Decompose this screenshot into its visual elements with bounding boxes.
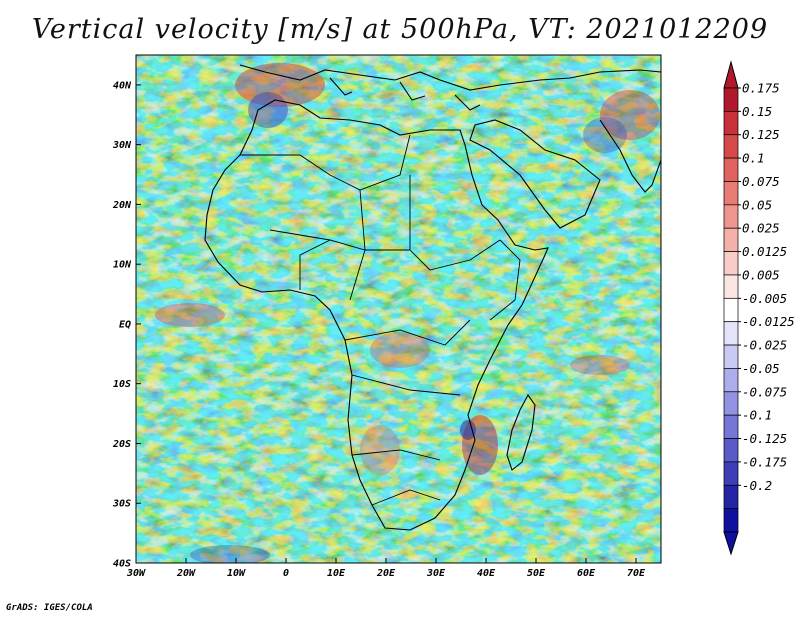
lon-tick-label: 70E [627,568,646,579]
lon-tick-label: 10E [327,568,346,579]
colorbar-label: 0.05 [742,197,772,212]
lon-tick-label: 0 [283,568,289,579]
lon-tick-label: 20W [176,568,196,579]
colorbar-segment [723,204,739,229]
lat-tick-label: 40N [113,80,132,91]
lon-tick-label: 30W [126,568,146,579]
footer-credit: GrADS: IGES/COLA [6,603,93,613]
colorbar-segment [723,321,739,346]
colorbar-segment [723,344,739,369]
colorbar-segment [723,461,739,486]
lat-tick-label: 20S [112,439,131,450]
lon-tick-label: 60E [577,568,596,579]
colorbar-label: -0.05 [742,361,780,376]
colorbar-segment [723,508,739,533]
colorbar-label: -0.075 [742,384,787,399]
longitude-axis: 30W 20W 10W 0 10E 20E 30E 40E 50E 60E 70E [126,558,646,579]
lat-tick-label: 30N [112,140,132,151]
lat-tick-label: EQ [119,319,131,330]
colorbar-label: 0.175 [742,81,780,96]
colorbar-segment [723,251,739,276]
colorbar-segment [723,297,739,323]
colorbar-segment [723,87,739,112]
colorbar-segment [723,391,739,416]
colorbar-label: -0.0125 [742,314,795,329]
colorbar-label: 0.15 [742,104,772,119]
colorbar-label: 0.025 [742,221,780,236]
chart-title: Vertical velocity [m/s] at 500hPa, VT: 2… [31,14,769,45]
lon-tick-label: 40E [477,568,496,579]
colorbar-segment [723,414,739,439]
lon-tick-label: 20E [376,568,396,579]
lat-tick-label: 40S [113,559,131,570]
colorbar-segment [723,111,739,136]
colorbar-segment [723,368,739,393]
colorbar-segment [723,181,739,206]
colorbar-segment [723,438,739,463]
colorbar-label: -0.175 [742,454,787,469]
lat-tick-label: 20N [112,200,132,211]
latitude-axis: 40N 30N 20N 10N EQ 10S 20S 30S 40S [112,80,141,570]
lon-tick-label: 50E [527,568,546,579]
colorbar-label: 0.1 [742,151,765,166]
colorbar-segment [723,227,739,252]
colorbar-label: -0.125 [742,431,787,446]
velocity-field [136,55,661,563]
colorbar-min-arrow [723,531,739,556]
colorbar: 0.175 0.15 0.125 0.1 0.075 0.05 0.025 0.0125 0.0… [723,60,795,556]
lat-tick-label: 10S [113,379,131,390]
coastlines [204,64,661,531]
colorbar-label: 0.0125 [742,244,787,259]
lon-tick-label: 30E [426,568,446,579]
colorbar-segment [723,484,739,509]
lon-tick-label: 10W [227,568,246,579]
colorbar-max-arrow [723,60,739,89]
colorbar-label: -0.1 [742,408,772,423]
lat-tick-label: 30S [112,499,131,510]
colorbar-segment [723,274,739,299]
map-frame [135,54,662,564]
colorbar-label: -0.2 [742,478,772,493]
colorbar-label: -0.025 [742,338,787,353]
colorbar-label: -0.005 [742,291,787,306]
colorbar-segment [723,134,739,159]
colorbar-label: 0.125 [742,127,780,142]
colorbar-label: 0.075 [742,174,780,189]
lat-tick-label: 10N [113,260,132,271]
colorbar-label: 0.005 [742,267,780,282]
colorbar-segment [723,157,739,182]
